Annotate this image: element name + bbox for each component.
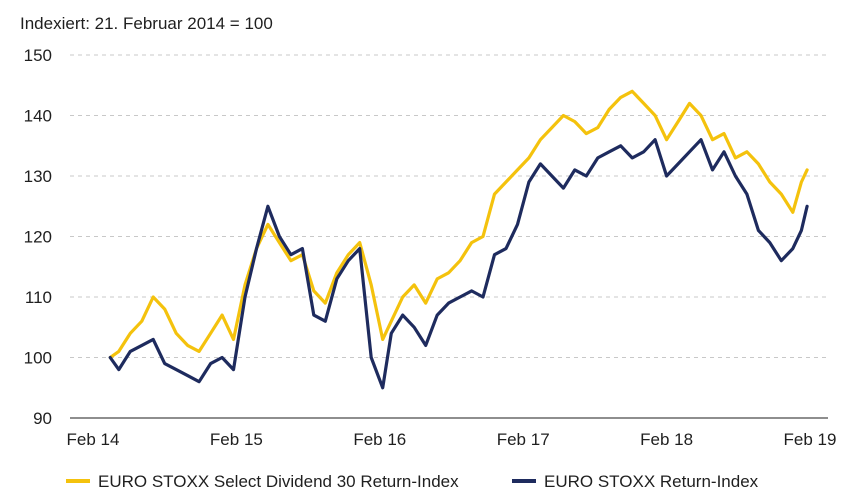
y-tick-label: 130 (24, 167, 52, 186)
y-axis-ticks: 90 100 110 120 130 140 150 (24, 46, 52, 428)
grid (70, 54, 828, 419)
y-tick-label: 120 (24, 228, 52, 247)
x-tick-label: Feb 18 (640, 430, 693, 449)
x-tick-label: Feb 17 (497, 430, 550, 449)
y-tick-label: 100 (24, 349, 52, 368)
x-tick-label: Feb 14 (67, 430, 120, 449)
x-tick-label: Feb 16 (353, 430, 406, 449)
chart-subtitle: Indexiert: 21. Februar 2014 = 100 (20, 14, 273, 33)
y-tick-label: 110 (25, 288, 52, 307)
y-tick-label: 150 (24, 46, 52, 65)
series-lines (108, 89, 809, 390)
legend-label: EURO STOXX Select Dividend 30 Return-Ind… (98, 472, 459, 491)
legend: EURO STOXX Select Dividend 30 Return-Ind… (66, 472, 759, 491)
legend-label: EURO STOXX Return-Index (544, 472, 759, 491)
y-tick-label: 90 (33, 409, 52, 428)
x-tick-label: Feb 15 (210, 430, 263, 449)
y-tick-label: 140 (24, 107, 52, 126)
x-axis-ticks: Feb 14 Feb 15 Feb 16 Feb 17 Feb 18 Feb 19 (67, 430, 837, 449)
x-tick-label: Feb 19 (784, 430, 837, 449)
series-line-2 (108, 138, 809, 390)
series-line-1 (108, 89, 809, 360)
